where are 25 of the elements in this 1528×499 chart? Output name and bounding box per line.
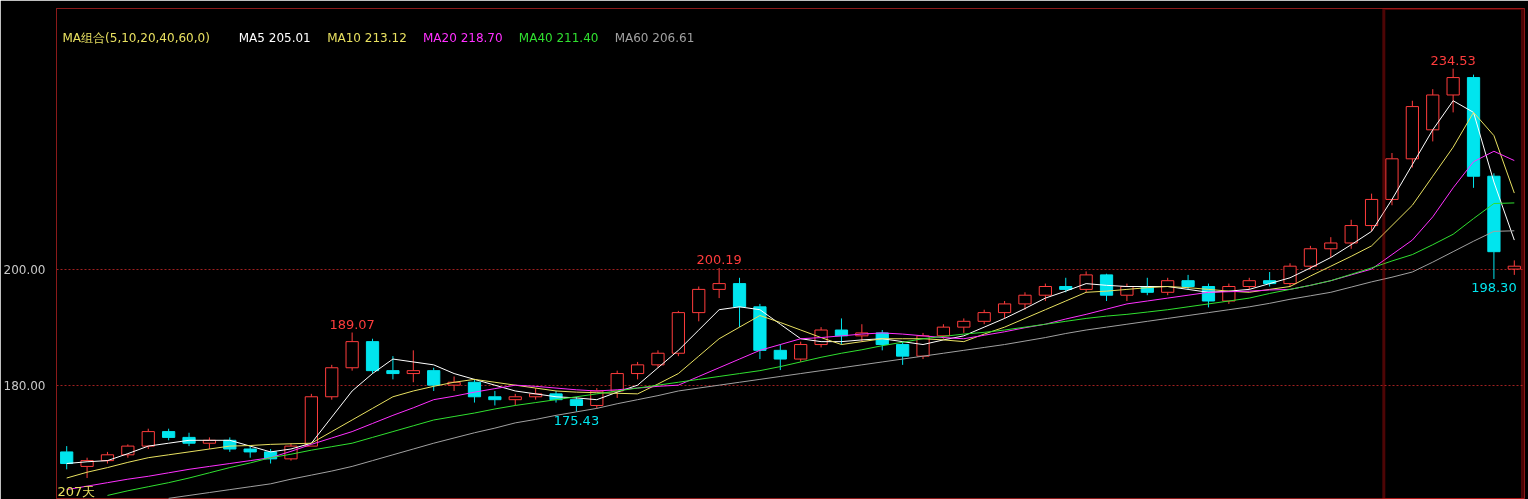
- candlestick: [1446, 68, 1460, 113]
- candlestick: [1283, 262, 1297, 287]
- candlestick: [1079, 270, 1093, 293]
- text: MA5 205.01: [238, 30, 311, 45]
- candlestick: [386, 355, 400, 380]
- text: 234.53: [1430, 52, 1476, 68]
- candlestick: [1487, 172, 1501, 280]
- candlestick: [1385, 152, 1399, 206]
- text: MA60 206.61: [614, 30, 695, 45]
- candlestick: [712, 267, 726, 299]
- y-tick-label: 180.00: [3, 378, 46, 393]
- text: MA10 213.12: [327, 30, 407, 45]
- text: MA20 218.70: [422, 30, 503, 45]
- candlestick: [345, 332, 359, 372]
- candlestick: [488, 390, 502, 406]
- text: 175.43: [553, 412, 600, 428]
- candlestick: [1018, 291, 1032, 311]
- text: MA40 211.40: [518, 30, 599, 45]
- annotation: 207天: [57, 483, 96, 499]
- text: 200.19: [696, 251, 742, 267]
- candlestick: [753, 303, 767, 360]
- y-tick-label: 200.00: [3, 262, 46, 277]
- text: 198.30: [1471, 279, 1517, 295]
- text: 189.07: [329, 316, 375, 332]
- legend-title: MA组合(5,10,20,40,60,0): [62, 30, 210, 45]
